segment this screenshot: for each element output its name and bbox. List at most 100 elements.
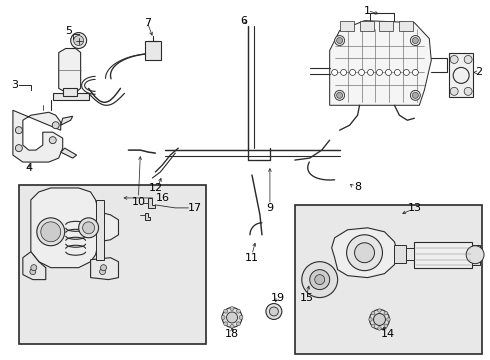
Circle shape [341, 69, 346, 75]
Text: 6: 6 [241, 15, 247, 26]
Bar [340, 21, 354, 31]
Circle shape [226, 312, 238, 323]
Circle shape [41, 222, 61, 242]
Circle shape [71, 32, 87, 49]
Text: 19: 19 [271, 293, 285, 302]
Circle shape [236, 309, 241, 313]
Circle shape [37, 218, 65, 246]
Circle shape [371, 311, 375, 315]
Bar [19, 185, 206, 345]
Circle shape [403, 69, 409, 75]
Bar [449, 54, 473, 97]
Polygon shape [53, 93, 89, 100]
Bar [360, 21, 373, 31]
Text: 13: 13 [407, 203, 421, 213]
Circle shape [337, 92, 343, 98]
Polygon shape [146, 213, 150, 220]
Circle shape [355, 243, 374, 263]
Circle shape [368, 69, 373, 75]
Circle shape [31, 265, 37, 271]
Circle shape [224, 322, 228, 326]
Circle shape [410, 90, 420, 100]
Circle shape [315, 275, 325, 285]
Circle shape [386, 69, 392, 75]
Circle shape [413, 37, 418, 44]
Circle shape [394, 69, 400, 75]
Circle shape [378, 327, 381, 330]
Circle shape [15, 127, 23, 134]
Bar [146, 41, 161, 60]
Circle shape [466, 246, 484, 264]
Text: 4: 4 [25, 163, 32, 173]
Text: 16: 16 [156, 193, 171, 203]
Polygon shape [23, 252, 46, 280]
Circle shape [368, 318, 372, 321]
Circle shape [15, 145, 23, 152]
Polygon shape [61, 148, 76, 158]
Circle shape [464, 55, 472, 63]
Bar [399, 21, 414, 31]
Circle shape [335, 36, 344, 45]
Circle shape [221, 315, 225, 319]
Bar [63, 88, 76, 96]
Circle shape [450, 87, 458, 95]
Text: 10: 10 [131, 197, 146, 207]
Circle shape [378, 309, 381, 312]
Bar [295, 205, 482, 354]
Circle shape [371, 324, 375, 328]
Circle shape [99, 269, 105, 275]
Text: 3: 3 [11, 80, 19, 90]
Polygon shape [31, 188, 119, 268]
Polygon shape [148, 198, 155, 208]
Circle shape [224, 309, 228, 313]
Polygon shape [59, 49, 81, 92]
Text: 12: 12 [149, 183, 163, 193]
Text: 17: 17 [188, 203, 202, 213]
Polygon shape [91, 258, 119, 280]
Text: 9: 9 [267, 203, 273, 213]
Circle shape [49, 137, 56, 144]
Text: 1: 1 [364, 6, 371, 15]
Circle shape [376, 69, 383, 75]
Circle shape [332, 69, 338, 75]
Circle shape [52, 122, 59, 129]
Circle shape [413, 92, 418, 98]
Polygon shape [13, 110, 63, 162]
Circle shape [337, 37, 343, 44]
Bar [406, 248, 415, 260]
Text: 8: 8 [354, 182, 361, 192]
Circle shape [413, 69, 418, 75]
Circle shape [78, 218, 98, 238]
Text: 5: 5 [65, 26, 72, 36]
Circle shape [387, 318, 390, 321]
Circle shape [266, 303, 282, 319]
Circle shape [373, 314, 386, 325]
Text: 11: 11 [245, 253, 259, 263]
Circle shape [74, 36, 84, 45]
Circle shape [302, 262, 338, 298]
Circle shape [310, 270, 330, 289]
Circle shape [369, 310, 390, 329]
Circle shape [384, 324, 388, 328]
Bar [472, 245, 480, 265]
Bar [379, 21, 393, 31]
Text: 15: 15 [300, 293, 314, 302]
Polygon shape [330, 21, 431, 105]
Circle shape [270, 307, 278, 316]
Circle shape [230, 306, 234, 310]
Bar [394, 245, 406, 263]
Circle shape [464, 87, 472, 95]
Circle shape [410, 36, 420, 45]
Circle shape [30, 269, 36, 275]
Text: 7: 7 [144, 18, 151, 28]
Text: 2: 2 [475, 67, 483, 77]
Circle shape [384, 311, 388, 315]
Text: 18: 18 [225, 329, 239, 339]
Polygon shape [61, 116, 73, 125]
Circle shape [335, 90, 344, 100]
Circle shape [83, 222, 95, 234]
Circle shape [230, 324, 234, 328]
Circle shape [349, 69, 356, 75]
Text: 14: 14 [380, 329, 394, 339]
Circle shape [222, 307, 242, 328]
